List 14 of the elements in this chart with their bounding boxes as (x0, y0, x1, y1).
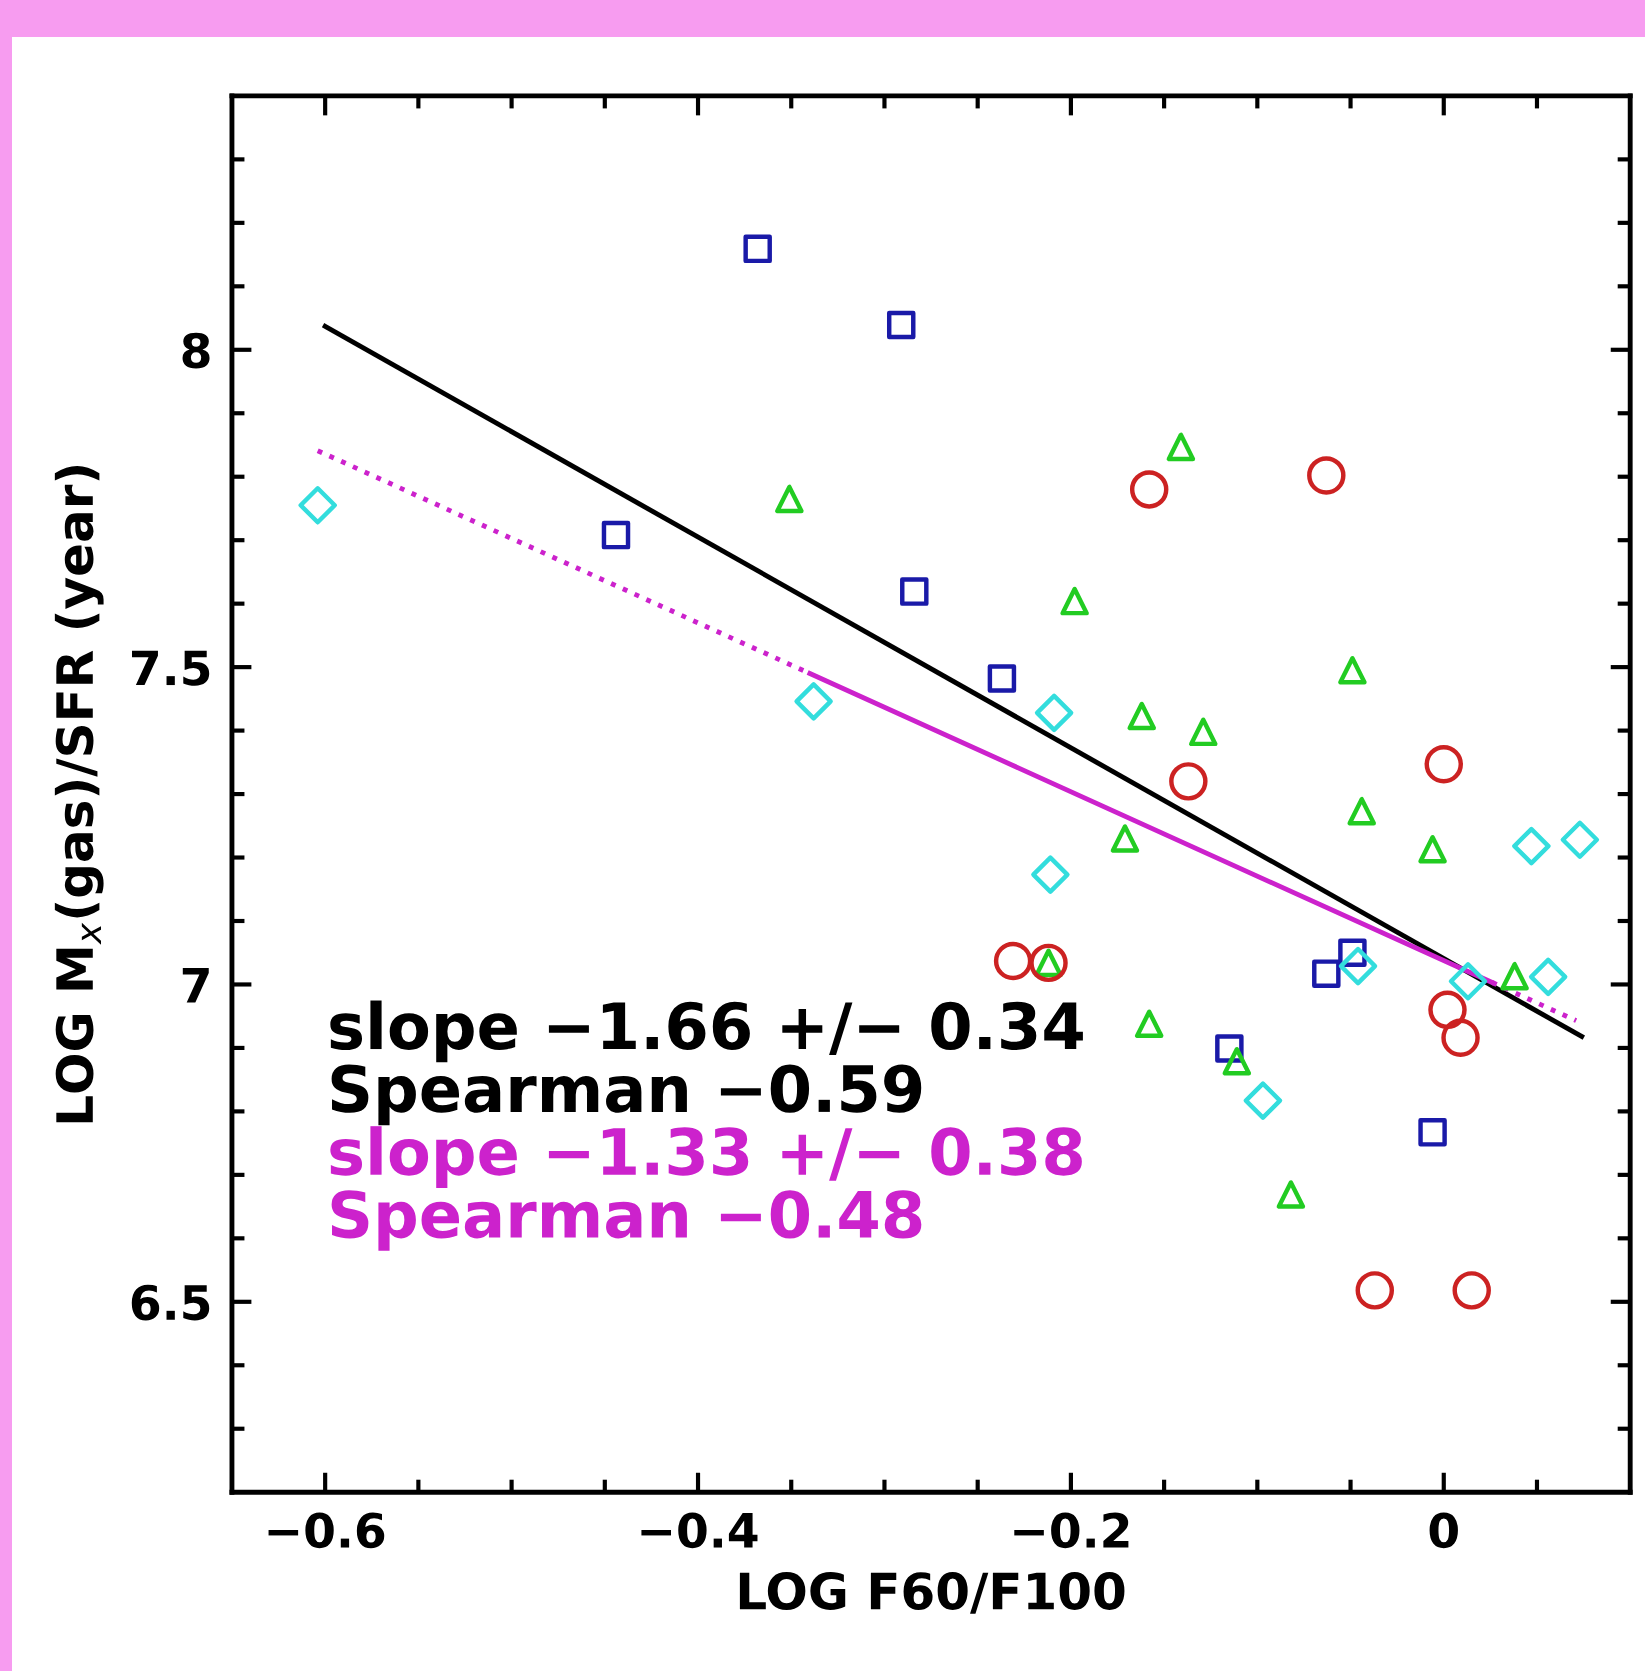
annotation: slope −1.66 +/− 0.34 (330, 1000, 1083, 1063)
x-tick-label: −0.4 (641, 1512, 758, 1549)
annotation: Spearman −0.48 (331, 1190, 922, 1251)
y-tick-label: 6.5 (131, 1284, 210, 1321)
x-axis-title: LOG F60/F100 (739, 1572, 1125, 1614)
x-tick-label: 0 (1429, 1512, 1458, 1549)
y-tick-label: 8 (182, 332, 210, 369)
x-tick-label: −0.2 (1014, 1512, 1129, 1549)
y-axis-title: LOG M$_{x}$(gas)/SFR (year) (54, 466, 104, 1123)
x-tick-label: −0.6 (268, 1512, 385, 1549)
annotation: Spearman −0.59 (331, 1064, 922, 1126)
annotation: slope −1.33 +/− 0.38 (330, 1126, 1082, 1189)
y-tick-label: 7.5 (132, 650, 210, 686)
y-tick-label: 7 (182, 967, 209, 1003)
